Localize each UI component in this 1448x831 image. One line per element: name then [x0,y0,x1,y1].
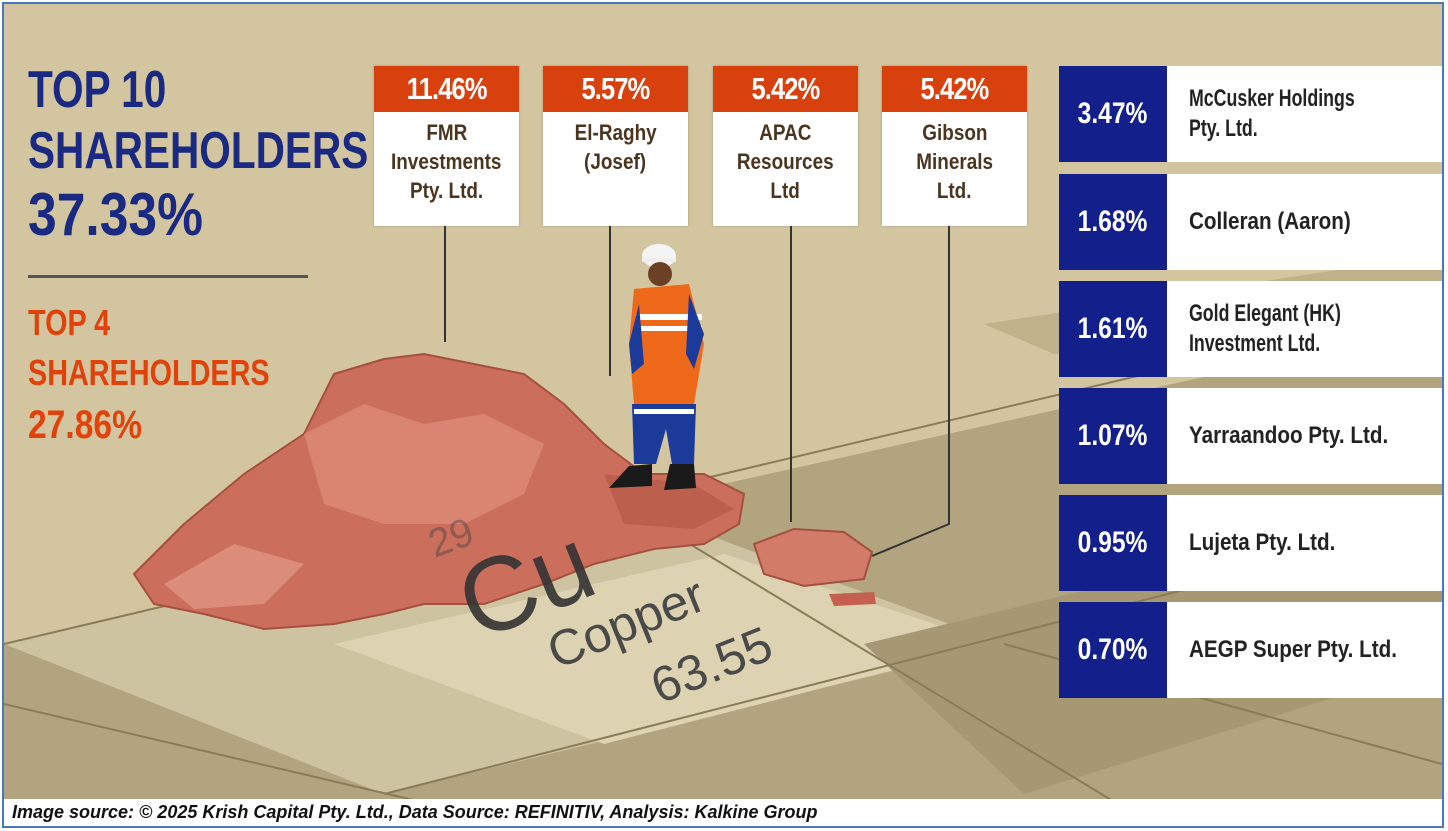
row-percentage: 3.47% [1059,66,1167,162]
shareholder-row-yarraandoo: 1.07% Yarraandoo Pty. Ltd. [1059,388,1442,484]
shareholder-card-el-raghy: 5.57% El-Raghy (Josef) [543,66,688,226]
row-percentage: 1.68% [1059,174,1167,270]
top10-line1: TOP 10 [28,61,167,119]
card-name: FMR Investments Pty. Ltd. [391,120,502,203]
top10-percentage: 37.33% [28,181,204,248]
source-text: Image source: © 2025 Krish Capital Pty. … [12,802,818,822]
row-percentage: 0.95% [1059,495,1167,591]
row-name: Yarraandoo Pty. Ltd. [1189,422,1389,449]
row-name: Lujeta Pty. Ltd. [1189,529,1336,556]
row-name: AEGP Super Pty. Ltd. [1189,636,1397,663]
top4-title: TOP 4 SHAREHOLDERS 27.86% [28,298,330,452]
miner-figure [609,244,704,490]
row-percentage: 1.07% [1059,388,1167,484]
top10-line2: SHAREHOLDERS [28,122,369,180]
shareholder-row-mccusker: 3.47% McCusker Holdings Pty. Ltd. [1059,66,1442,162]
shareholder-card-apac: 5.42% APAC Resources Ltd [713,66,858,226]
shareholder-row-lujeta: 0.95% Lujeta Pty. Ltd. [1059,495,1442,591]
row-name: Colleran (Aaron) [1189,208,1351,235]
source-footer: Image source: © 2025 Krish Capital Pty. … [4,799,1442,826]
headline-divider [28,275,308,278]
top4-percentage: 27.86% [28,403,142,447]
card-percentage: 11.46% [374,66,519,112]
card-name: APAC Resources Ltd [737,120,834,203]
shareholder-card-fmr: 11.46% FMR Investments Pty. Ltd. [374,66,519,226]
row-name: McCusker Holdings Pty. Ltd. [1189,85,1355,142]
shareholder-card-gibson: 5.42% Gibson Minerals Ltd. [882,66,1027,226]
shareholder-row-aegp: 0.70% AEGP Super Pty. Ltd. [1059,602,1442,698]
row-percentage: 1.61% [1059,281,1167,377]
top10-title: TOP 10 SHAREHOLDERS 37.33% [28,60,464,248]
card-percentage: 5.42% [713,66,858,112]
shareholder-row-gold-elegant: 1.61% Gold Elegant (HK) Investment Ltd. [1059,281,1442,377]
card-percentage: 5.57% [543,66,688,112]
card-percentage: 5.42% [882,66,1027,112]
shareholder-row-colleran: 1.68% Colleran (Aaron) [1059,174,1442,270]
top4-line1: TOP 4 [28,302,111,343]
card-name: Gibson Minerals Ltd. [916,120,993,203]
top4-line2: SHAREHOLDERS [28,352,270,393]
card-name: El-Raghy (Josef) [574,120,657,174]
row-percentage: 0.70% [1059,602,1167,698]
row-name: Gold Elegant (HK) Investment Ltd. [1189,300,1341,357]
